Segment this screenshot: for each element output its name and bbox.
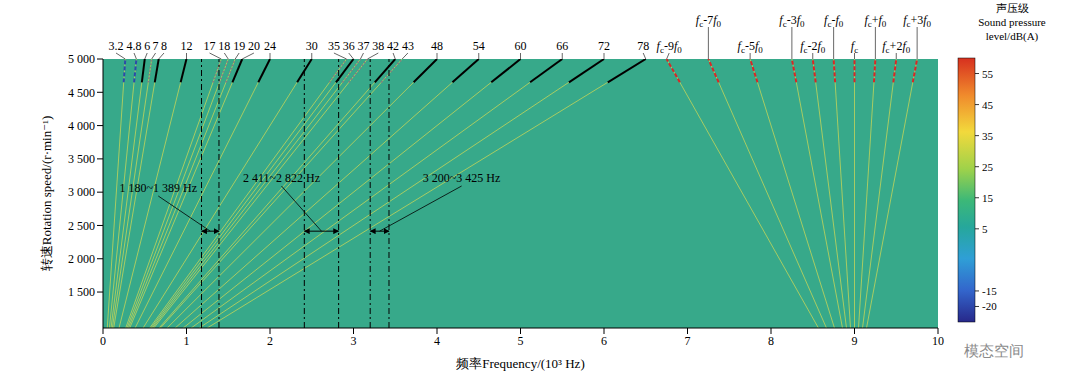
svg-text:0: 0 — [100, 334, 106, 348]
svg-text:12: 12 — [181, 39, 193, 53]
svg-text:声压级: 声压级 — [996, 2, 1029, 14]
svg-text:频率Frequency/(10³ Hz): 频率Frequency/(10³ Hz) — [456, 356, 584, 371]
svg-text:6: 6 — [601, 334, 607, 348]
svg-text:2 000: 2 000 — [68, 252, 95, 266]
svg-text:48: 48 — [431, 39, 443, 53]
svg-text:8: 8 — [768, 334, 774, 348]
svg-text:24: 24 — [264, 39, 276, 53]
svg-text:4 500: 4 500 — [68, 86, 95, 100]
svg-text:1 500: 1 500 — [68, 285, 95, 299]
svg-text:level/dB(A): level/dB(A) — [986, 30, 1039, 43]
svg-text:3 500: 3 500 — [68, 152, 95, 166]
svg-text:3 200~3 425 Hz: 3 200~3 425 Hz — [423, 171, 500, 185]
svg-text:78: 78 — [637, 39, 649, 53]
svg-text:8: 8 — [161, 39, 167, 53]
svg-text:55: 55 — [982, 68, 994, 80]
svg-text:5 000: 5 000 — [68, 52, 95, 66]
svg-text:10: 10 — [932, 334, 944, 348]
svg-text:fc-2f0: fc-2f0 — [800, 39, 826, 55]
svg-text:1: 1 — [184, 334, 190, 348]
svg-text:43: 43 — [402, 39, 414, 53]
svg-text:7: 7 — [685, 334, 691, 348]
svg-text:35: 35 — [328, 39, 340, 53]
svg-text:7: 7 — [153, 39, 159, 53]
svg-text:2 411~2 822 Hz: 2 411~2 822 Hz — [243, 171, 320, 185]
svg-text:60: 60 — [515, 39, 527, 53]
svg-text:5: 5 — [518, 334, 524, 348]
svg-text:4 000: 4 000 — [68, 119, 95, 133]
svg-text:2 500: 2 500 — [68, 219, 95, 233]
svg-text:42: 42 — [387, 39, 399, 53]
svg-text:4: 4 — [434, 334, 440, 348]
svg-text:15: 15 — [982, 192, 994, 204]
svg-text:fc+2f0: fc+2f0 — [882, 39, 910, 55]
svg-text:-15: -15 — [982, 285, 997, 297]
svg-text:3: 3 — [351, 334, 357, 348]
svg-text:fc-7f0: fc-7f0 — [696, 13, 722, 29]
svg-text:36: 36 — [343, 39, 355, 53]
svg-text:72: 72 — [598, 39, 610, 53]
svg-text:fc+3f0: fc+3f0 — [903, 13, 931, 29]
svg-text:4.8: 4.8 — [127, 39, 142, 53]
svg-text:20: 20 — [248, 39, 260, 53]
svg-text:45: 45 — [982, 99, 994, 111]
svg-text:19: 19 — [233, 39, 245, 53]
svg-text:3 000: 3 000 — [68, 185, 95, 199]
svg-text:fc-9f0: fc-9f0 — [657, 39, 683, 55]
svg-text:Sound pressure: Sound pressure — [978, 16, 1046, 28]
svg-text:25: 25 — [982, 161, 994, 173]
svg-text:1 180~1 389 Hz: 1 180~1 389 Hz — [120, 181, 197, 195]
svg-text:转速Rotation speed/(r·min⁻¹): 转速Rotation speed/(r·min⁻¹) — [39, 116, 54, 272]
svg-text:18: 18 — [218, 39, 230, 53]
svg-text:9: 9 — [852, 334, 858, 348]
svg-text:2: 2 — [267, 334, 273, 348]
svg-text:3.2: 3.2 — [109, 39, 124, 53]
svg-text:-20: -20 — [982, 300, 997, 312]
svg-text:54: 54 — [473, 39, 485, 53]
svg-text:30: 30 — [306, 39, 318, 53]
svg-text:17: 17 — [204, 39, 216, 53]
svg-text:fc-3f0: fc-3f0 — [779, 13, 805, 29]
svg-text:35: 35 — [982, 130, 994, 142]
svg-text:fc+f0: fc+f0 — [864, 13, 886, 29]
svg-text:5: 5 — [982, 223, 988, 235]
svg-text:6: 6 — [144, 39, 150, 53]
svg-text:37: 37 — [357, 39, 369, 53]
svg-text:fc: fc — [851, 39, 858, 55]
svg-text:fc-f0: fc-f0 — [824, 13, 844, 29]
svg-text:fc-5f0: fc-5f0 — [738, 39, 764, 55]
svg-text:66: 66 — [556, 39, 568, 53]
svg-text:38: 38 — [372, 39, 384, 53]
svg-text:模态空间: 模态空间 — [964, 343, 1024, 359]
